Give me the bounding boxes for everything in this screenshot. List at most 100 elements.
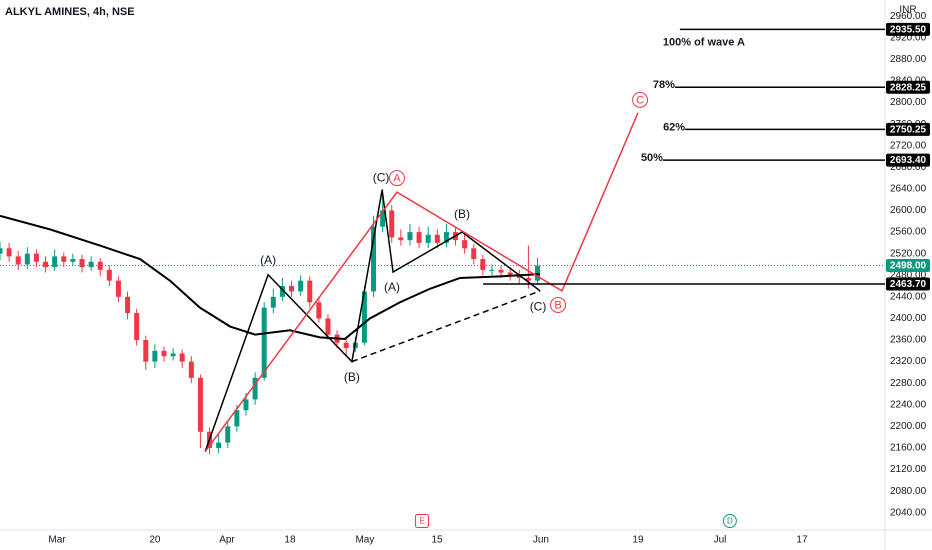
x-tick-label: 17: [796, 535, 808, 546]
x-tick-label: Mar: [48, 535, 66, 546]
chart-title: ALKYL AMINES, 4h, NSE: [5, 6, 135, 18]
wave-circle: [550, 296, 567, 313]
candle-body: [389, 210, 395, 238]
currency: INR: [899, 5, 916, 16]
x-tick-label: Apr: [219, 535, 235, 546]
candle-body: [380, 210, 386, 227]
moving-average: [0, 214, 541, 340]
candle-body: [316, 302, 322, 319]
y-tick-label: 2560.00: [890, 227, 927, 238]
candle-body: [70, 259, 76, 262]
y-tick-label: 2440.00: [890, 291, 927, 302]
candle-body: [234, 410, 240, 427]
candle-body: [407, 232, 413, 241]
candle-body: [325, 318, 331, 335]
y-tick-label: 2120.00: [890, 464, 927, 475]
x-tick-label: Jul: [714, 535, 727, 546]
candle-body: [525, 277, 531, 281]
y-tick-label: 2360.00: [890, 335, 927, 346]
x-tick-label: Jun: [533, 535, 549, 546]
y-tick-label: 2680.00: [890, 162, 927, 173]
y-tick-label: 2160.00: [890, 443, 927, 454]
y-tick-label: 2320.00: [890, 356, 927, 367]
candle-body: [252, 377, 258, 400]
candle-body: [106, 269, 112, 281]
candle-body: [43, 261, 49, 268]
wave-label: (C): [530, 299, 547, 313]
candle-body: [0, 248, 3, 254]
candle-body: [371, 226, 377, 292]
y-tick-label: 2240.00: [890, 399, 927, 410]
candle-body: [489, 269, 495, 271]
event-marker: [414, 514, 429, 528]
wave-line: [351, 290, 541, 363]
wave-label: (C): [373, 170, 390, 184]
price-label-box: [886, 80, 930, 94]
price-label: 2750.25: [890, 125, 927, 136]
price-label: 2693.40: [890, 155, 927, 166]
y-tick-label: 2200.00: [890, 421, 927, 432]
y-tick-label: 2640.00: [890, 184, 927, 195]
y-tick-label: 2920.00: [890, 32, 927, 43]
price-label-box: [886, 22, 930, 36]
wave-label: C: [636, 94, 644, 106]
level-text: 50%: [641, 152, 663, 164]
candle-body: [425, 234, 431, 243]
candle-body: [498, 269, 504, 273]
candle-body: [97, 261, 103, 270]
price-label: 2498.00: [890, 261, 927, 272]
event-label: D: [727, 517, 733, 526]
candle-body: [6, 248, 12, 257]
x-tick-label: 15: [431, 535, 443, 546]
candle-body: [143, 340, 149, 362]
candle-body: [134, 313, 140, 341]
x-tick-label: 19: [632, 535, 644, 546]
candle-body: [179, 353, 185, 362]
y-tick-label: 2880.00: [890, 54, 927, 65]
candle-body: [225, 426, 231, 443]
wave-circle: [632, 91, 649, 108]
y-tick-label: 2800.00: [890, 97, 927, 108]
candle-body: [298, 280, 304, 292]
event-label: E: [419, 517, 424, 526]
candle-body: [480, 259, 486, 270]
candle-body: [79, 259, 85, 268]
candle-body: [152, 350, 158, 362]
candle-body: [24, 253, 30, 265]
candle-body: [243, 399, 249, 411]
level-text: 62%: [663, 121, 685, 133]
candle-body: [516, 275, 522, 278]
candle-body: [88, 261, 94, 268]
price-label: 2935.50: [890, 25, 927, 36]
level-text: 78%: [653, 79, 675, 91]
y-tick-label: 2040.00: [890, 507, 927, 518]
candle-body: [289, 286, 295, 292]
candle-body: [261, 307, 267, 378]
candle-body: [343, 342, 349, 349]
candle-body: [125, 296, 131, 314]
y-tick-label: 2960.00: [890, 11, 927, 22]
candle-body: [279, 286, 285, 297]
x-tick-label: 18: [284, 535, 296, 546]
wave-line: [204, 189, 541, 452]
candle-body: [434, 234, 440, 243]
y-tick-label: 2720.00: [890, 140, 927, 151]
y-tick-label: 2280.00: [890, 378, 927, 389]
x-tick-label: May: [355, 535, 374, 546]
candle-body: [270, 296, 276, 308]
candle-body: [398, 237, 404, 241]
price-label-box: [886, 259, 930, 273]
candle-body: [161, 350, 167, 357]
wave-circle: [388, 170, 405, 187]
candle-body: [188, 361, 194, 378]
price-label: 2463.70: [890, 279, 927, 290]
wave-label: (A): [384, 280, 400, 294]
wave-label: (B): [344, 370, 360, 384]
level-text: 100% of wave A: [663, 36, 745, 48]
y-tick-label: 2480.00: [890, 270, 927, 281]
y-tick-label: 2400.00: [890, 313, 927, 324]
candle-body: [216, 442, 222, 448]
candle-body: [197, 377, 203, 432]
